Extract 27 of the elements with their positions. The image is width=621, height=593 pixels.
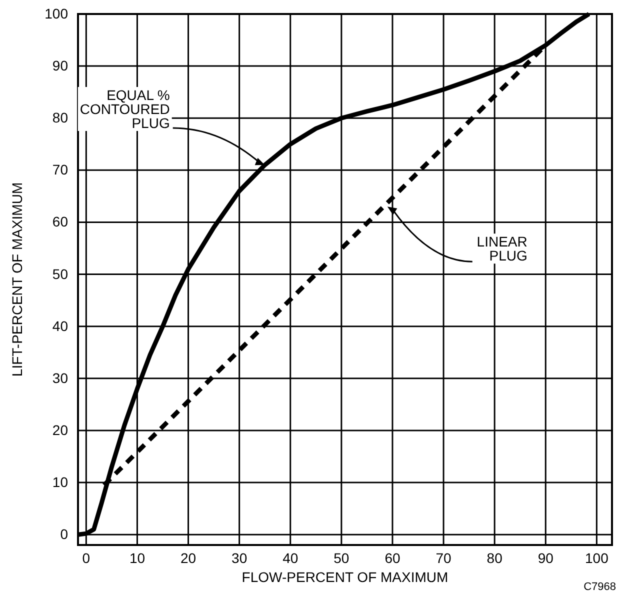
y-tick-label: 100	[44, 5, 68, 22]
x-tick-label: 70	[436, 550, 452, 566]
x-tick-label: 60	[384, 550, 400, 566]
text: C7968	[584, 581, 616, 593]
y-tick-label: 90	[52, 58, 68, 74]
x-tick-label: 30	[232, 550, 248, 566]
x-tick-label: 10	[129, 550, 146, 566]
annotation: LINEAR PLUG	[476, 234, 528, 264]
y-axis-title: LIFT-PERCENT OF MAXIMUM	[9, 182, 25, 377]
x-tick-label: 100	[585, 550, 609, 566]
y-tick-label: 40	[52, 318, 68, 334]
y-tick-label: 70	[52, 162, 68, 178]
y-tick-label: 0	[60, 526, 68, 542]
y-tick-label: 60	[52, 214, 68, 230]
y-tick-label: 80	[52, 110, 68, 126]
y-tick-label: 50	[52, 266, 68, 282]
y-tick-label: 20	[52, 422, 68, 438]
x-tick-label: 20	[180, 550, 196, 566]
x-axis-title: FLOW-PERCENT OF MAXIMUM	[242, 569, 448, 585]
x-tick-label: 50	[334, 550, 350, 566]
x-tick-label: 0	[82, 550, 90, 566]
x-tick-label: 40	[282, 550, 298, 566]
x-tick-label: 80	[486, 550, 503, 566]
annotation: EQUAL % CONTOURED PLUG	[80, 86, 170, 131]
y-tick-label: 10	[52, 474, 68, 490]
x-tick-label: 90	[538, 550, 554, 566]
y-tick-label: 30	[52, 370, 68, 386]
